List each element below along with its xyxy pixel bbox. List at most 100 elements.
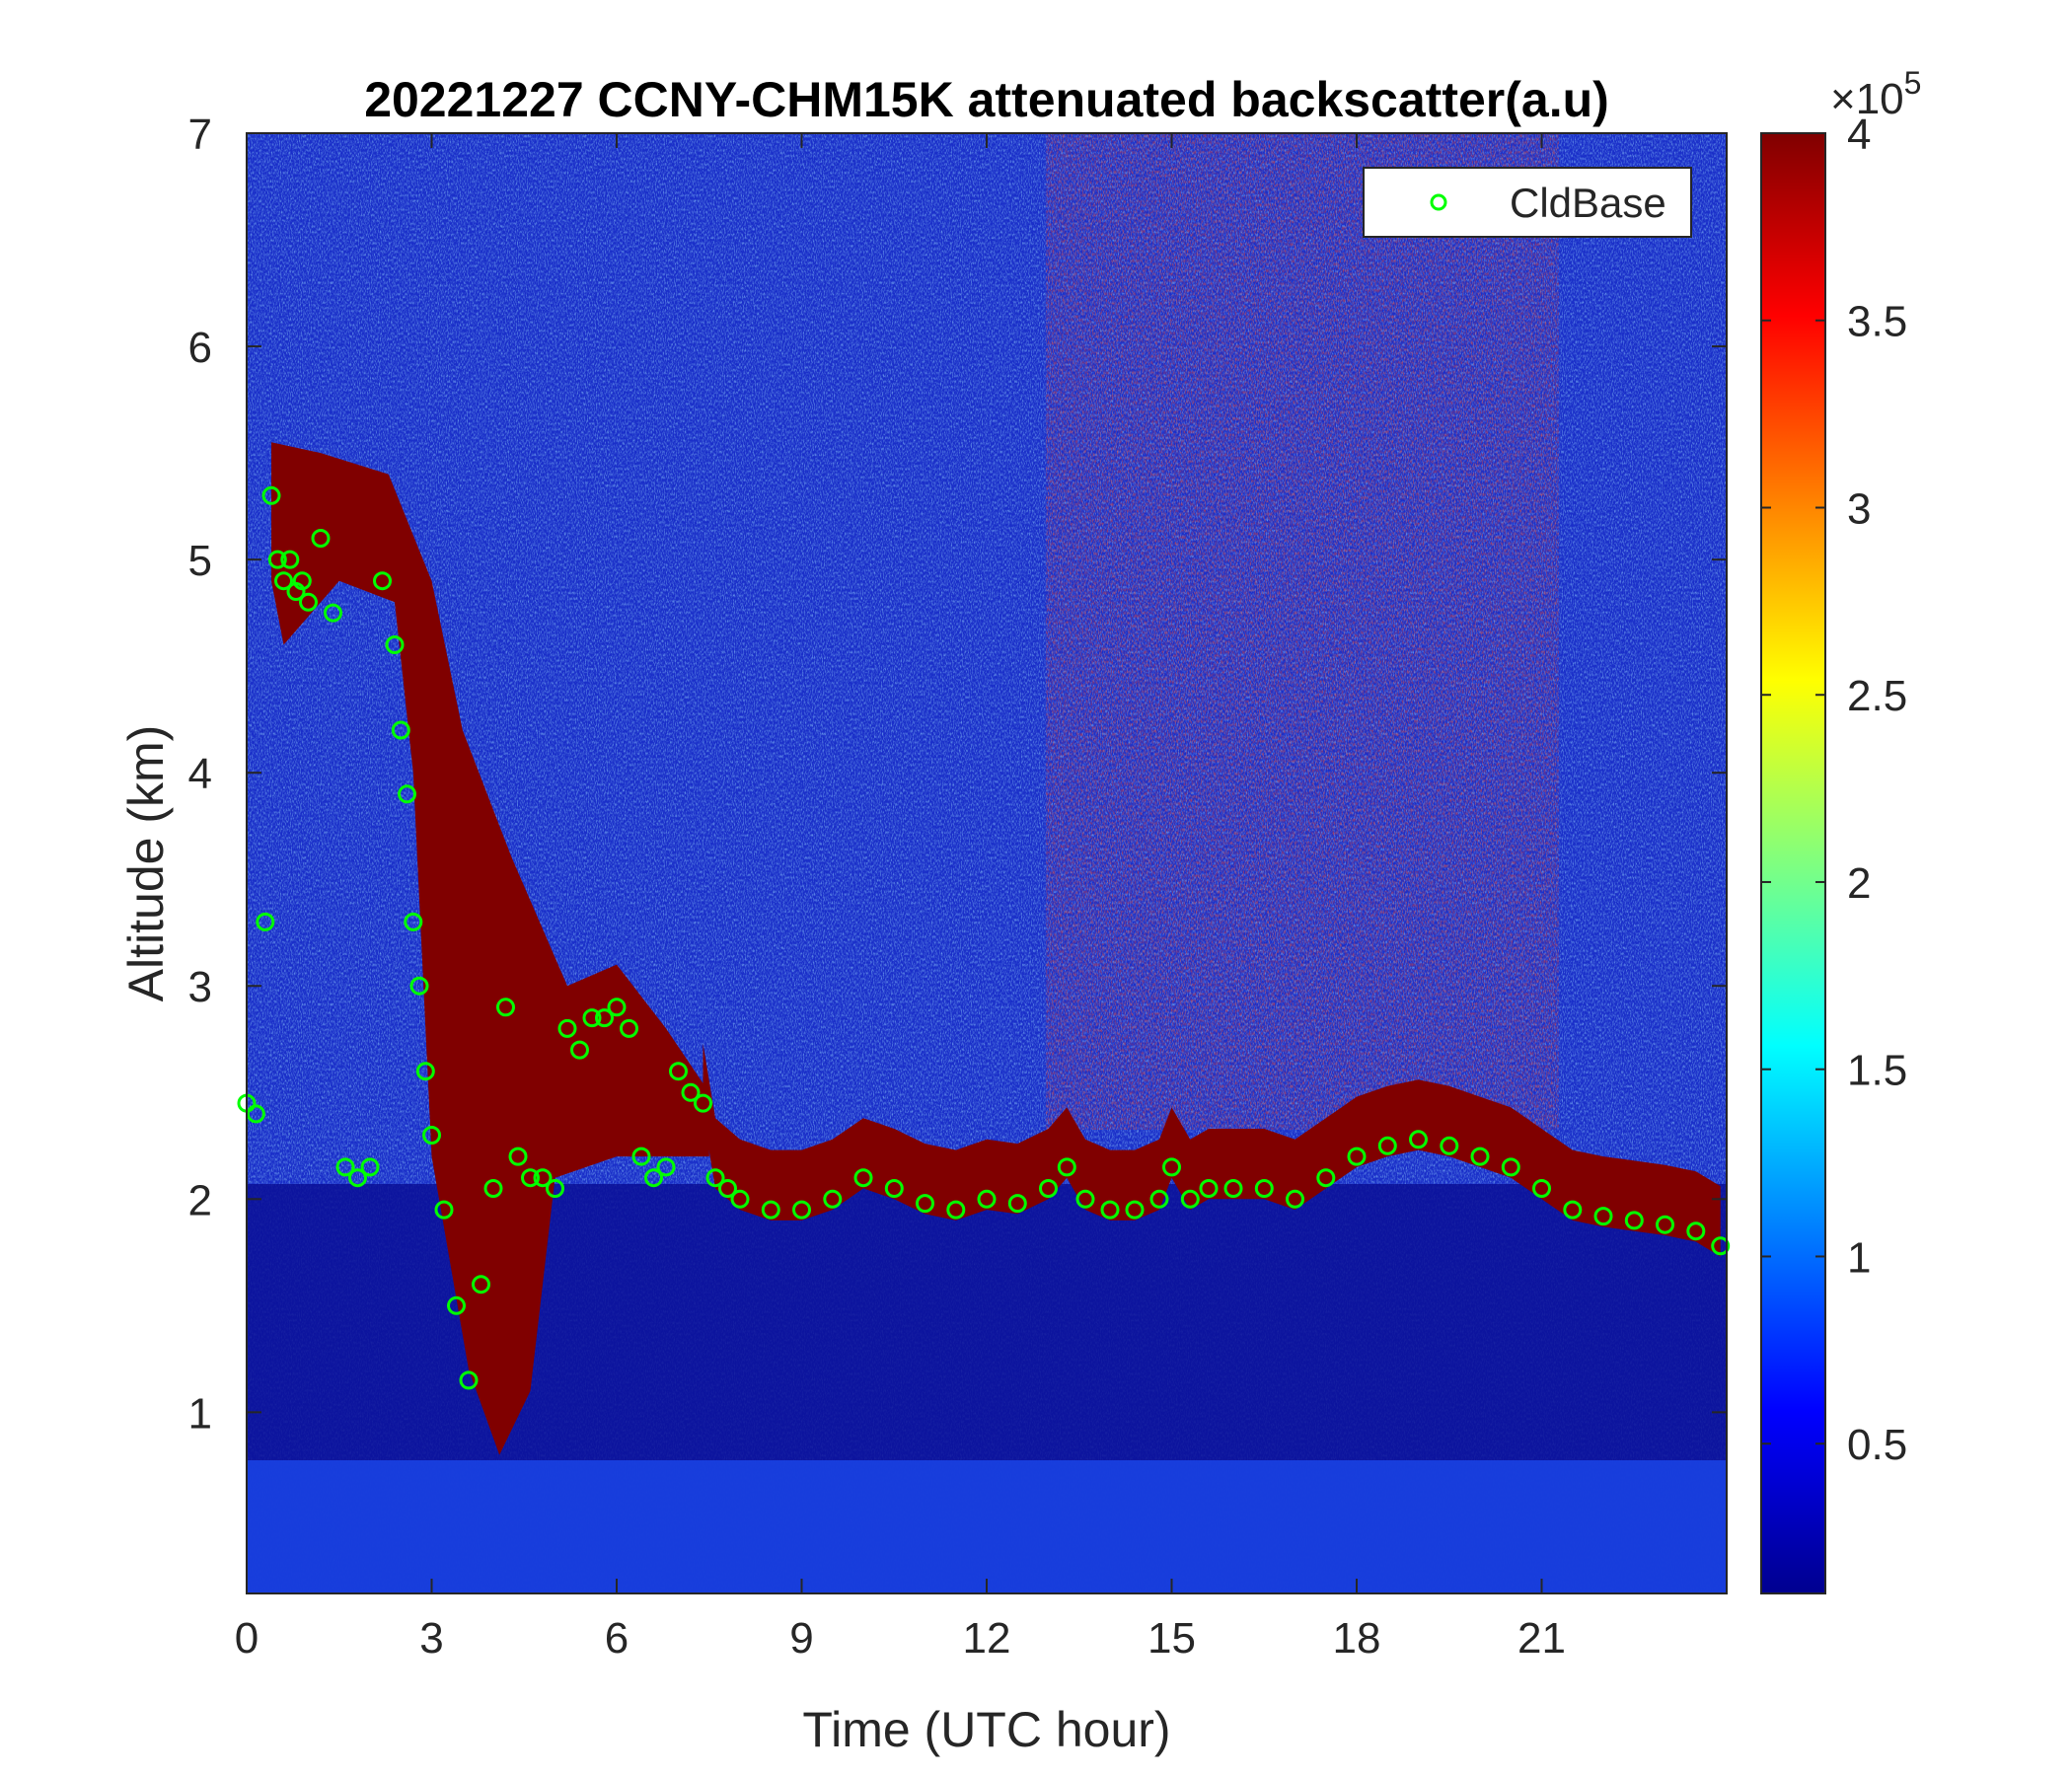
colorbar-tick-label: 2 <box>1847 859 1871 908</box>
cldbase-point <box>1125 1200 1145 1220</box>
x-axis: 0 3 6 9 12 15 18 21 <box>235 133 1566 1663</box>
cldbase-point <box>853 1168 873 1188</box>
cldbase-point <box>508 1147 528 1166</box>
y-tick-label: 4 <box>188 750 212 798</box>
cldbase-point <box>1254 1179 1274 1198</box>
cldbase-point <box>884 1179 904 1198</box>
cldbase-point <box>570 1040 589 1060</box>
x-axis-label: Time (UTC hour) <box>802 1702 1170 1757</box>
y-tick-label: 3 <box>188 963 212 1011</box>
cldbase-point <box>1100 1200 1120 1220</box>
cldbase-point <box>373 571 392 591</box>
cldbase-point <box>718 1179 737 1198</box>
cldbase-point <box>472 1275 490 1295</box>
cldbase-point <box>946 1200 966 1220</box>
cldbase-point <box>1316 1168 1336 1188</box>
cldbase-point <box>1624 1211 1644 1230</box>
cldbase-point <box>631 1147 651 1166</box>
cldbase-point <box>1162 1157 1181 1177</box>
early-cloud-plume <box>271 442 709 1455</box>
cldbase-point <box>595 1008 614 1028</box>
cldbase-point <box>1199 1179 1219 1198</box>
cldbase-point <box>681 1082 701 1102</box>
cldbase-point <box>409 976 429 996</box>
legend-label: CldBase <box>1510 180 1666 226</box>
colorbar-tick-label: 1.5 <box>1847 1047 1907 1095</box>
cldbase-point <box>1347 1147 1367 1166</box>
cldbase-point <box>533 1168 553 1188</box>
heatmap-upper-red-noise <box>1046 133 1559 1130</box>
colorbar-tick-label: 1 <box>1847 1233 1871 1282</box>
colorbar: 0.5 1 1.5 2 2.5 3 3.5 4 ×105 <box>1760 65 1921 1594</box>
y-tick-label: 6 <box>188 324 212 372</box>
colorbar-tick-label: 0.5 <box>1847 1421 1907 1469</box>
colorbar-tick-label: 2.5 <box>1847 672 1907 720</box>
cldbase-point <box>299 592 318 612</box>
cldbase-point <box>261 485 281 505</box>
colorbar-ticks: 0.5 1 1.5 2 2.5 3 3.5 4 <box>1761 111 1907 1469</box>
cldbase-point <box>348 1168 367 1188</box>
cldbase-point <box>434 1200 454 1220</box>
x-tick-label: 0 <box>235 1614 259 1663</box>
chart-title: 20221227 CCNY-CHM15K attenuated backscat… <box>364 72 1609 127</box>
cldbase-point <box>256 912 275 931</box>
cldbase-point <box>1286 1189 1304 1209</box>
cldbase-point <box>385 635 405 654</box>
cldbase-point <box>447 1295 466 1315</box>
colorbar-frame <box>1760 132 1826 1594</box>
x-tick-label: 21 <box>1517 1614 1566 1663</box>
cldbase-point <box>1711 1236 1731 1256</box>
plot-area <box>247 133 1727 1593</box>
y-tick-label: 2 <box>188 1176 212 1224</box>
heatmap-surface-layer <box>247 1460 1727 1593</box>
cldbase-point <box>1409 1130 1428 1149</box>
cldbase-point <box>1377 1136 1397 1155</box>
cldbase-point <box>274 571 293 591</box>
colorbar-multiplier: ×105 <box>1830 65 1921 123</box>
colorbar-tick-label: 3 <box>1847 484 1871 533</box>
colorbar-tick-label: 4 <box>1847 111 1871 159</box>
cldbase-point <box>391 720 410 740</box>
cldbase-point <box>1593 1207 1613 1226</box>
cldbase-point <box>1149 1189 1169 1209</box>
cldbase-point <box>1180 1189 1200 1209</box>
cldbase-point <box>360 1157 380 1177</box>
cldbase-point <box>656 1157 676 1177</box>
cldbase-point <box>916 1194 934 1214</box>
colorbar-multiplier-exponent: 5 <box>1904 65 1922 101</box>
cldbase-point <box>521 1168 540 1188</box>
cldbase-point <box>1686 1221 1706 1241</box>
cldbase-point <box>1440 1136 1459 1155</box>
cldbase-point <box>669 1062 688 1081</box>
cldbase-point <box>730 1189 750 1209</box>
legend-marker-icon <box>1430 193 1447 211</box>
cldbase-point <box>335 1157 355 1177</box>
y-tick-label: 7 <box>188 111 212 159</box>
colorbar-multiplier-base: ×10 <box>1830 75 1904 123</box>
cldbase-point <box>1057 1157 1076 1177</box>
cldbase-point <box>1075 1189 1095 1209</box>
cldbase-point <box>705 1168 725 1188</box>
cldbase-point <box>496 998 515 1017</box>
cldbase-point <box>292 571 312 591</box>
legend: CldBase <box>1363 167 1692 238</box>
cldbase-point <box>324 603 342 623</box>
cldbase-point <box>1501 1157 1520 1177</box>
cldbase-point <box>582 1008 602 1028</box>
cldbase-point <box>557 1018 577 1038</box>
cldbase-point <box>607 998 627 1017</box>
cldbase-point <box>644 1168 663 1188</box>
cldbase-series <box>237 485 1731 1390</box>
cldbase-point <box>280 550 300 569</box>
cldbase-point <box>398 784 416 804</box>
cldbase-point <box>620 1018 638 1038</box>
cldbase-point <box>459 1370 479 1390</box>
cldbase-point <box>483 1179 503 1198</box>
x-tick-label: 12 <box>963 1614 1011 1663</box>
cldbase-point <box>415 1062 435 1081</box>
colorbar-fill <box>1761 133 1825 1593</box>
cldbase-point <box>823 1189 843 1209</box>
cldbase-point <box>404 912 423 931</box>
cldbase-point <box>1470 1147 1490 1166</box>
cldbase-point <box>311 529 331 548</box>
